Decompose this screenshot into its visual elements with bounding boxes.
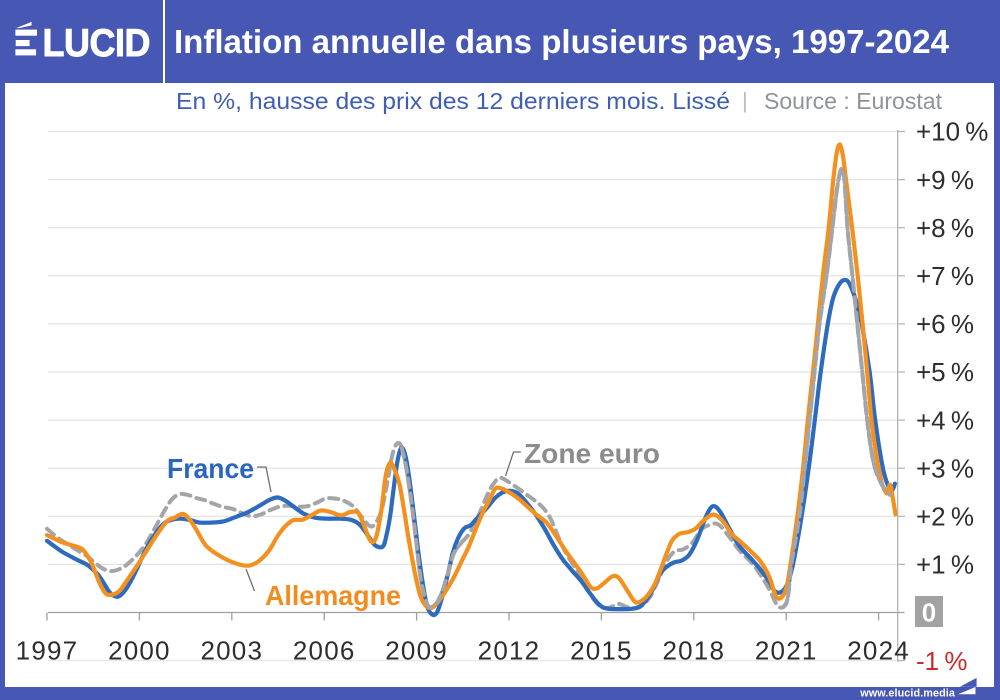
svg-text:0: 0 <box>922 598 936 628</box>
svg-text:+8 %: +8 % <box>916 213 974 243</box>
svg-text:1997: 1997 <box>16 636 79 666</box>
svg-text:Allemagne: Allemagne <box>265 580 401 611</box>
svg-text:+1 %: +1 % <box>916 550 974 580</box>
svg-text:-1 %: -1 % <box>916 646 967 676</box>
svg-text:|: | <box>742 88 748 113</box>
svg-text:2000: 2000 <box>108 636 171 666</box>
svg-text:2021: 2021 <box>755 636 818 666</box>
svg-text:+6 %: +6 % <box>916 309 974 339</box>
svg-text:+10 %: +10 % <box>916 117 988 147</box>
svg-text:2018: 2018 <box>662 636 725 666</box>
svg-text:Inflation annuelle dans plusie: Inflation annuelle dans plusieurs pays, … <box>174 23 950 60</box>
svg-text:France: France <box>167 453 254 484</box>
svg-text:+5 %: +5 % <box>916 357 974 387</box>
svg-text:+9 %: +9 % <box>916 165 974 195</box>
svg-text:LUCID: LUCID <box>43 22 151 65</box>
svg-text:2024: 2024 <box>847 636 910 666</box>
svg-text:+4 %: +4 % <box>916 405 974 435</box>
svg-text:2012: 2012 <box>478 636 541 666</box>
svg-text:2015: 2015 <box>570 636 633 666</box>
svg-text:En %, hausse des prix des 12 d: En %, hausse des prix des 12 derniers mo… <box>176 88 730 114</box>
svg-text:Zone euro: Zone euro <box>524 438 660 469</box>
svg-text:+7 %: +7 % <box>916 261 974 291</box>
svg-text:www.elucid.media: www.elucid.media <box>859 687 956 699</box>
svg-text:2009: 2009 <box>385 636 448 666</box>
svg-text:2003: 2003 <box>200 636 263 666</box>
svg-text:+3 %: +3 % <box>916 453 974 483</box>
svg-text:2006: 2006 <box>293 636 356 666</box>
svg-text:+2 %: +2 % <box>916 502 974 532</box>
svg-text:Source : Eurostat: Source : Eurostat <box>764 88 942 114</box>
